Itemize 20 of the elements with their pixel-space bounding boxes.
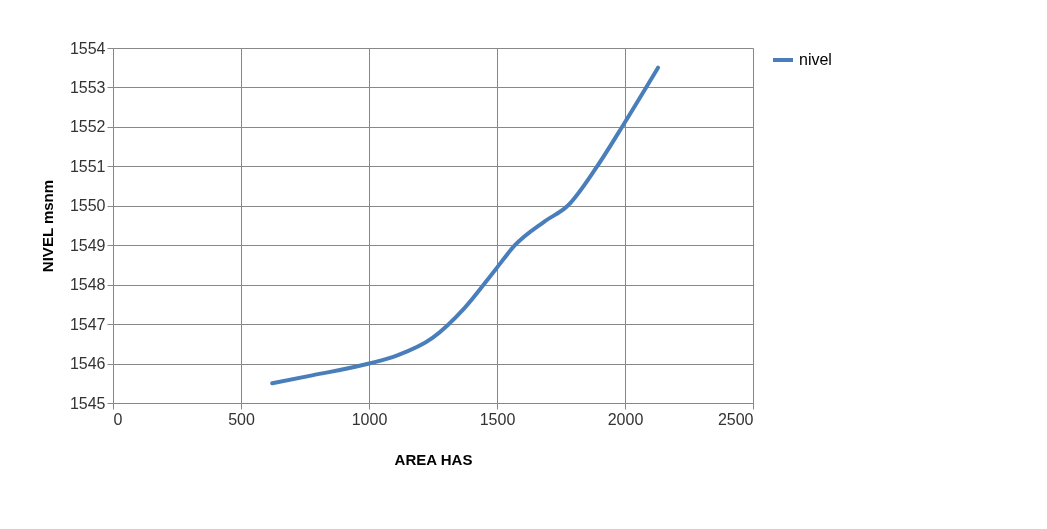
y-tick-label: 1549	[69, 236, 106, 254]
x-tick-label: 2500	[717, 410, 754, 428]
y-tick-label: 1551	[69, 157, 106, 175]
y-tick-label: 1550	[69, 197, 106, 215]
y-tick-label: 1554	[69, 39, 106, 57]
y-tick-label: 1553	[69, 78, 106, 96]
y-tick-label: 1545	[69, 394, 106, 412]
x-tick-label: 500	[228, 410, 255, 428]
y-tick-label: 1548	[69, 276, 106, 294]
y-tick-label: 1546	[69, 355, 106, 373]
line-series	[270, 65, 661, 386]
legend-label: nivel	[799, 51, 832, 68]
x-tick-label: 0	[113, 410, 123, 428]
y-tick-label: 1547	[69, 315, 106, 333]
x-axis-title: AREA HAS	[394, 450, 473, 468]
x-tick-label: 1000	[351, 410, 388, 428]
x-tick-label: 2000	[607, 410, 644, 428]
y-tick-label: 1552	[69, 118, 106, 136]
x-tick-label: 1500	[479, 410, 516, 428]
y-axis-title: NIVEL msnm	[38, 179, 56, 273]
